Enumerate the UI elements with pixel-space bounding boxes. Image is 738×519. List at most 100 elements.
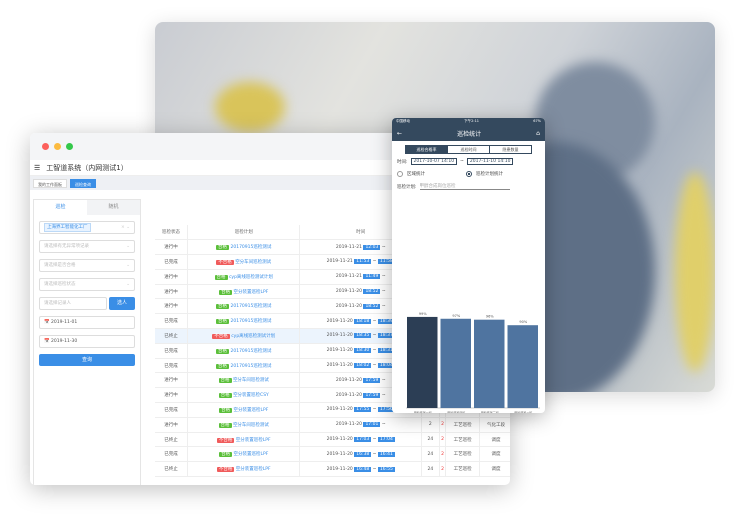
plan-link[interactable]: 空分装置巡检LPF [233,407,269,413]
maximize-dot[interactable] [66,143,73,150]
plan-link[interactable]: cyp离线巡检测试计划 [231,333,276,339]
plan-cell: 合格 空分装置巡检LPF [187,284,301,300]
date: 2019-11-20 [326,363,353,369]
start-time: 18:52 [363,289,381,295]
cell: 工艺巡检 [445,461,480,478]
status-cell: 已终止 [155,461,189,478]
abnormal-select[interactable]: 请选择有无异常项记录 ⌄ [39,240,135,253]
start-time-field[interactable]: 2017-10-07 14:10 [410,158,458,165]
query-button[interactable]: 查询 [39,354,135,366]
plan-link[interactable]: cyp离线巡检测试计划 [228,274,273,280]
tab-inspection[interactable]: 巡检 [34,200,87,215]
cell: 工艺巡检 [445,446,480,463]
start-time: 18:35 [354,333,372,339]
plan-link[interactable]: 20170915巡检测试 [230,363,272,369]
menu-icon[interactable]: ☰ [34,163,41,172]
plan-cell: 不合格 空分装置巡检LPF [187,461,301,478]
cell: 24 [421,461,440,478]
plan-link[interactable]: 空分车间巡检测试 [232,422,269,428]
date: 2019-11-20 [335,303,362,309]
plan-cell: 合格 空分装置巡检LPF [187,402,301,418]
table-row[interactable]: 进行中 合格 空分车间巡检测试 2019-11-20 17:01 ~ 2 2 工… [155,417,510,433]
plan-link[interactable]: 空分装置巡检LPF [235,437,271,443]
plan-cell: 合格 空分车间巡检测试 [187,417,301,433]
table-row[interactable]: 已完成 合格 空分装置巡检LPF 2019-11-20 16:38 ~ 16:4… [155,446,510,463]
plan-link[interactable]: 空分车间巡检测试 [232,378,269,384]
date: 2019-11-20 [335,289,362,295]
time-cell: 2019-11-20 18:18 ~ 18:39 [299,313,423,330]
tab-random[interactable]: 随机 [87,200,140,215]
plan-link[interactable]: 20170915巡检测试 [230,245,272,251]
chevron-down-icon: ⌄ [126,282,130,287]
status-time: 下午2:11 [464,119,480,123]
plan-link[interactable]: 空分装置巡检CSY [233,393,269,399]
start-time: 16:38 [354,451,372,457]
result-badge: 不合格 [216,259,234,265]
stat-segments: 巡检合格率 巡检时间 隐患数量 [405,145,532,154]
recorder-input[interactable]: 请选择记录人 [39,297,107,310]
back-arrow-icon[interactable]: ← [397,130,403,137]
time-cell: 2019-11-20 17:59 ~ [299,387,423,404]
segment-hazards[interactable]: 隐患数量 [502,147,519,152]
date: 2019-11-20 [326,318,353,324]
start-time: 17:59 [363,392,381,398]
bar[interactable] [407,316,438,408]
plan-cell: 合格 空分装置巡检CSY [187,387,301,404]
select-person-button[interactable]: 选人 [109,297,135,310]
end-time-field[interactable]: 2017-11-10 14:10 [466,158,514,165]
tab-inspection-query[interactable]: 巡检查询 [70,178,96,188]
table-row[interactable]: 已终止 不合格 空分装置巡检LPF 2019-11-20 16:48 ~ 16:… [155,461,510,478]
end-date-input[interactable]: 📅 2019-11-30 [39,335,135,348]
date: 2019-11-20 [335,422,362,428]
qualified-select[interactable]: 请选择是否合格 ⌄ [39,259,135,272]
plan-cell: 不合格 空分装置巡检LPF [187,432,301,448]
bar[interactable] [507,325,539,408]
time-cell: 2019-11-20 17:55 ~ 17:56 [299,402,423,418]
tab-workbench[interactable]: 我的工作面板 [33,178,67,188]
chevron-down-icon: ⌄ [126,244,130,249]
status-cell: 已完成 [155,402,189,418]
cell: 工艺巡检 [445,417,480,433]
segment-time[interactable]: 巡检时间 [448,146,490,153]
status-select[interactable]: 请选择巡检状态 ⌄ [39,278,135,291]
cell: 工艺巡检 [445,432,480,448]
end-time: 18:04 [377,363,395,369]
radio-area[interactable] [397,171,403,177]
radio-plan[interactable] [466,171,472,177]
cell: 2 [439,417,447,433]
start-time: 18:52 [363,303,381,309]
close-dot[interactable] [42,143,49,150]
end-time: 17:04 [377,437,395,443]
plan-link[interactable]: 20170915巡检测试 [230,304,272,310]
minimize-dot[interactable] [54,143,61,150]
date: 2019-11-20 [326,451,353,457]
time-cell: 2019-11-20 18:02 ~ 18:04 [299,358,423,374]
home-icon[interactable]: ⌂ [536,130,540,137]
table-row[interactable]: 已终止 不合格 空分装置巡检LPF 2019-11-20 17:03 ~ 17:… [155,432,510,448]
factory-chip: 上海界工智能化工厂 [44,223,91,232]
cell: 调度 [479,461,510,478]
plan-link[interactable]: 20170915巡检测试 [230,319,272,325]
status-cell: 进行中 [155,284,189,300]
cell: 2 [439,461,447,478]
category-label: 甲醇装置一班 [414,410,432,413]
start-date-input[interactable]: 📅 2019-11-01 [39,316,135,329]
plan-link[interactable]: 20170915巡检测试 [230,348,272,354]
time-cell: 2019-11-20 18:35 ~ 18:37 [299,328,423,344]
cell: 调度 [479,432,510,448]
segment-pass-rate[interactable]: 巡检合格率 [406,146,448,153]
plan-cell: 合格 空分车间巡检测试 [187,372,301,389]
table-row[interactable]: 进行中 合格 20170915巡检测试 2019-11-20 18:52 ~ [155,298,510,315]
plan-link[interactable]: 空分装置巡检LPF [235,467,271,473]
page-tabs: 我的工作面板 巡检查询 [30,176,510,190]
bar[interactable] [474,319,505,408]
select-placeholder: 请选择是否合格 [44,263,76,268]
plan-link[interactable]: 空分装置巡检LPF [233,289,269,295]
plan-field[interactable]: 甲醇合成岗位巡检 [419,183,510,190]
plan-link[interactable]: 空分车间巡检测试 [235,259,272,265]
factory-select[interactable]: 上海界工智能化工厂 × ⌄ [39,221,135,234]
plan-link[interactable]: 空分装置巡检LPF [233,452,269,458]
date: 2019-11-20 [326,348,353,354]
bar[interactable] [440,318,472,408]
page-title: 巡检统计 [457,131,482,138]
